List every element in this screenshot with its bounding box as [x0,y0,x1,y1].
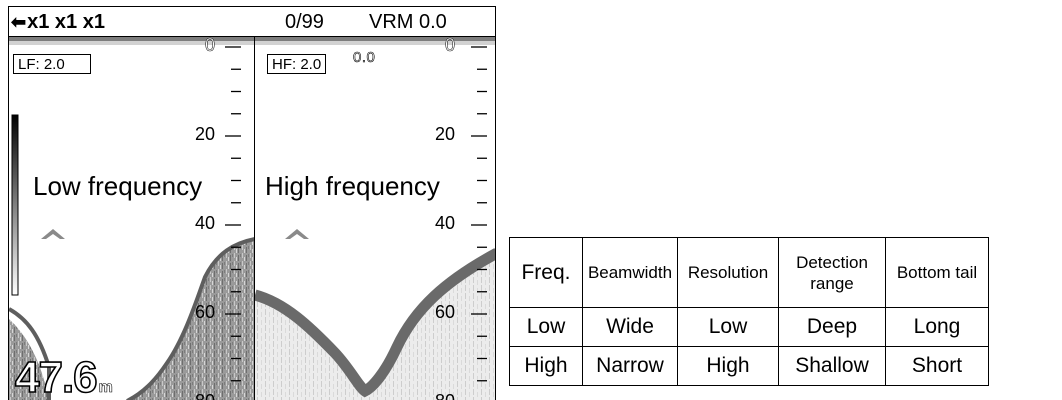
table-cell: Long [885,307,989,347]
header-bottom-tail: Bottom tail [885,237,989,308]
lf-gain-label: LF: 2.0 [13,54,91,74]
hf-scale-0: 0 [444,37,456,55]
table-cell: High [677,346,779,386]
hf-title: High frequency [265,171,440,201]
table-cell: Short [885,346,989,386]
lf-title: Low frequency [33,171,203,201]
table-cell: Low [509,307,583,347]
table-cell: Wide [582,307,678,347]
lf-scale-60: 60 [194,302,215,322]
header-freq: Freq. [509,237,583,308]
zoom-text: x1 x1 x1 [27,11,105,33]
event-counter: 0/99 [285,11,324,33]
table-cell: Low [677,307,779,347]
frequency-comparison-table: Freq. Beamwidth Resolution Detection ran… [509,237,989,386]
lf-scale-80: 80 [175,391,215,400]
low-frequency-panel: LF: 2.0 0 20 40 60 80 Low frequency 47.6… [9,37,255,400]
status-bar: ⬅x1 x1 x1 0/99 VRM 0.0 [9,7,495,37]
echosounder-display: ⬅x1 x1 x1 0/99 VRM 0.0 [8,6,496,400]
hf-scale-20: 20 [434,124,455,144]
zoom-indicator[interactable]: ⬅x1 x1 x1 [11,11,105,34]
table-cell: High [509,346,583,386]
table-row: Low Wide Low Deep Long [509,307,989,347]
high-frequency-panel: HF: 2.0 0.0 0 20 40 60 80 High frequency [255,37,495,400]
table-cell: Shallow [778,346,886,386]
header-detection-range: Detection range [778,237,886,308]
hf-scale-80: 80 [415,391,455,400]
hf-gain-label: HF: 2.0 [267,54,327,74]
depth-value: 47.6 [14,352,98,400]
hf-scale-60: 60 [434,302,455,322]
hf-scale-40: 40 [434,213,455,233]
table-header-row: Freq. Beamwidth Resolution Detection ran… [509,237,989,308]
lf-echogram [9,37,254,400]
lf-scale-40: 40 [194,213,215,233]
table-cell: Deep [778,307,886,347]
lf-scale-20: 20 [194,124,215,144]
header-beamwidth: Beamwidth [582,237,678,308]
depth-unit: m [98,379,113,397]
arrow-left-icon: ⬅ [11,12,27,32]
hf-echogram [255,37,495,400]
hf-zero-line-label: 0.0 [353,49,376,67]
table-cell: Narrow [582,346,678,386]
table-row: High Narrow High Shallow Short [509,346,989,386]
header-resolution: Resolution [677,237,779,308]
lf-scale-0: 0 [204,37,216,55]
vrm-readout: VRM 0.0 [369,11,447,33]
depth-readout: 47.6 m [14,352,113,400]
